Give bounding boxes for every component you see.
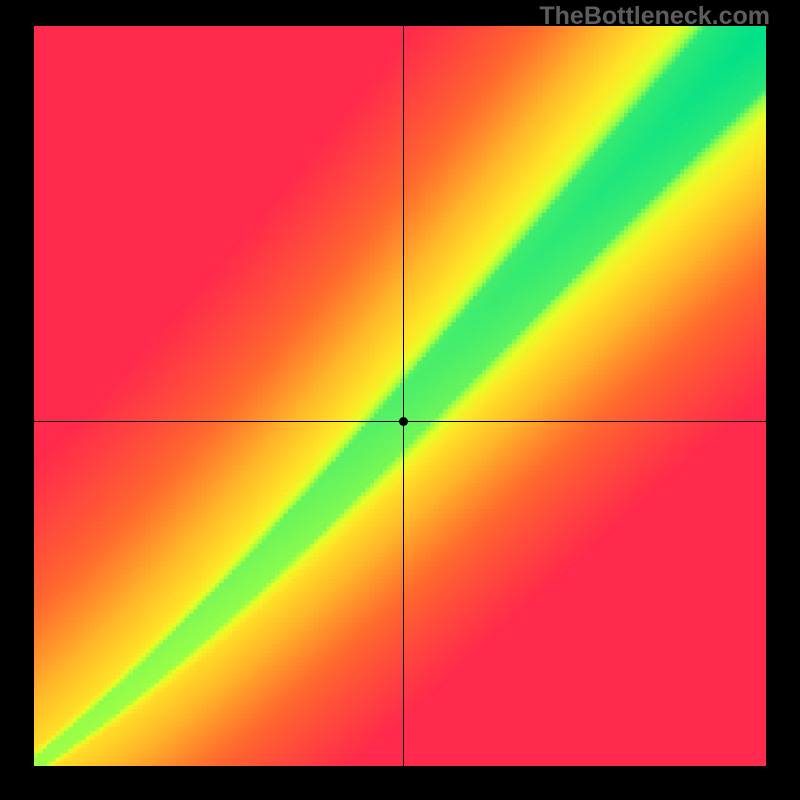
bottleneck-heatmap	[34, 26, 766, 766]
watermark-text: TheBottleneck.com	[539, 2, 770, 31]
crosshair-vertical	[403, 26, 404, 766]
chart-stage: TheBottleneck.com	[0, 0, 800, 800]
